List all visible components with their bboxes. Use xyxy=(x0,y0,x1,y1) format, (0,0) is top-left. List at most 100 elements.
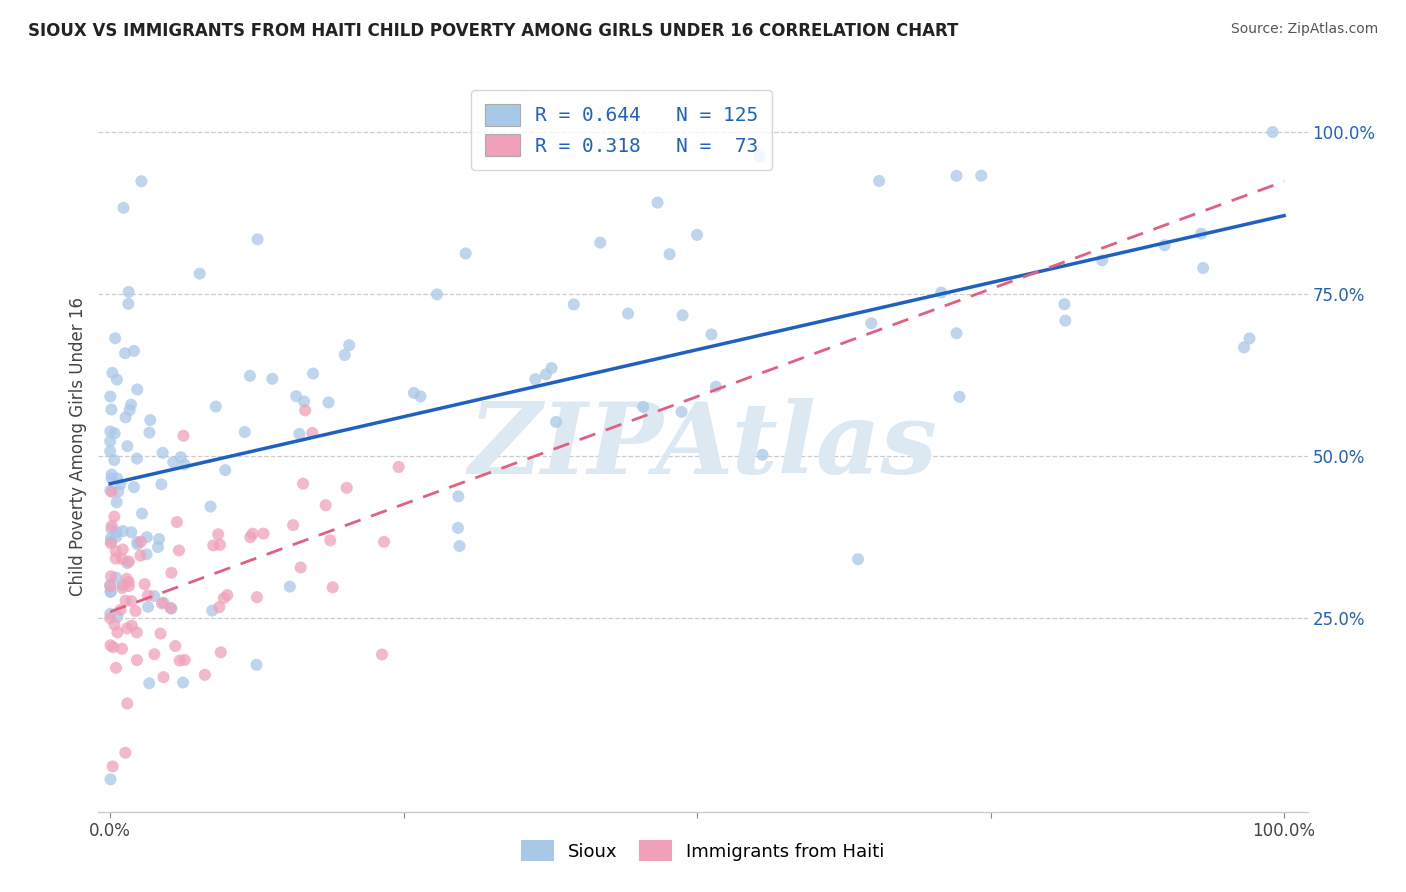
Point xyxy=(98,425,121,439)
Point xyxy=(105,530,128,544)
Text: ZIPAtlas: ZIPAtlas xyxy=(468,398,938,494)
Point xyxy=(100,471,122,485)
Point xyxy=(173,653,195,667)
Point xyxy=(138,676,160,690)
Point xyxy=(105,661,128,675)
Point xyxy=(449,539,471,553)
Point xyxy=(105,525,128,540)
Point xyxy=(111,542,134,557)
Point xyxy=(101,759,124,773)
Point xyxy=(98,390,121,404)
Point xyxy=(146,540,169,554)
Point xyxy=(112,201,135,215)
Point xyxy=(239,530,262,544)
Point xyxy=(98,483,121,498)
Point xyxy=(136,599,159,614)
Point xyxy=(209,645,232,659)
Point xyxy=(388,460,411,475)
Point xyxy=(1233,340,1256,354)
Point xyxy=(103,509,125,524)
Point xyxy=(318,395,340,409)
Point xyxy=(245,657,267,672)
Point xyxy=(945,169,967,183)
Point xyxy=(322,580,344,594)
Point xyxy=(103,640,125,655)
Point xyxy=(98,607,121,621)
Point xyxy=(105,373,128,387)
Point xyxy=(117,439,139,453)
Point xyxy=(700,327,723,342)
Legend: Sioux, Immigrants from Haiti: Sioux, Immigrants from Haiti xyxy=(515,833,891,869)
Point xyxy=(98,579,121,593)
Point xyxy=(929,285,952,300)
Point xyxy=(104,426,127,441)
Point xyxy=(100,467,122,482)
Point xyxy=(1261,125,1284,139)
Point xyxy=(658,247,681,261)
Point xyxy=(173,458,195,472)
Point xyxy=(1054,313,1077,327)
Point xyxy=(169,654,191,668)
Point xyxy=(114,593,136,607)
Point xyxy=(117,574,139,589)
Point xyxy=(105,609,128,624)
Point xyxy=(135,530,157,544)
Point xyxy=(114,410,136,425)
Point xyxy=(751,448,773,462)
Point xyxy=(107,625,129,640)
Point xyxy=(105,495,128,509)
Point xyxy=(704,380,727,394)
Point xyxy=(136,589,159,603)
Point xyxy=(150,477,173,491)
Point xyxy=(100,585,122,599)
Point xyxy=(117,285,139,299)
Point xyxy=(100,638,122,652)
Point xyxy=(104,331,127,345)
Point xyxy=(100,772,122,787)
Point xyxy=(100,584,122,599)
Point xyxy=(114,346,136,360)
Point xyxy=(111,552,134,566)
Point xyxy=(589,235,612,250)
Point xyxy=(100,522,122,536)
Point xyxy=(125,625,148,640)
Point xyxy=(1153,238,1175,252)
Point xyxy=(301,425,323,440)
Point xyxy=(371,648,394,662)
Point xyxy=(454,246,477,260)
Point xyxy=(149,626,172,640)
Point xyxy=(172,675,194,690)
Point xyxy=(262,372,284,386)
Point xyxy=(246,590,269,604)
Point xyxy=(671,309,693,323)
Point xyxy=(101,519,124,533)
Point xyxy=(631,400,654,414)
Point xyxy=(101,366,124,380)
Point xyxy=(111,641,134,656)
Point xyxy=(107,484,129,499)
Point xyxy=(118,555,141,569)
Point xyxy=(294,403,316,417)
Point xyxy=(127,383,149,397)
Point xyxy=(103,453,125,467)
Point xyxy=(212,591,235,606)
Point xyxy=(278,580,301,594)
Point xyxy=(208,600,231,615)
Point xyxy=(208,538,231,552)
Point xyxy=(120,398,142,412)
Point xyxy=(671,405,693,419)
Point xyxy=(1053,297,1076,311)
Point xyxy=(970,169,993,183)
Point xyxy=(159,601,181,615)
Point xyxy=(233,425,256,439)
Point xyxy=(104,544,127,558)
Point xyxy=(110,477,132,491)
Point xyxy=(945,326,967,341)
Point xyxy=(1239,331,1261,345)
Point xyxy=(121,618,143,632)
Point xyxy=(150,596,173,610)
Point xyxy=(333,348,356,362)
Point xyxy=(152,596,174,610)
Point xyxy=(120,525,142,540)
Point xyxy=(110,603,132,617)
